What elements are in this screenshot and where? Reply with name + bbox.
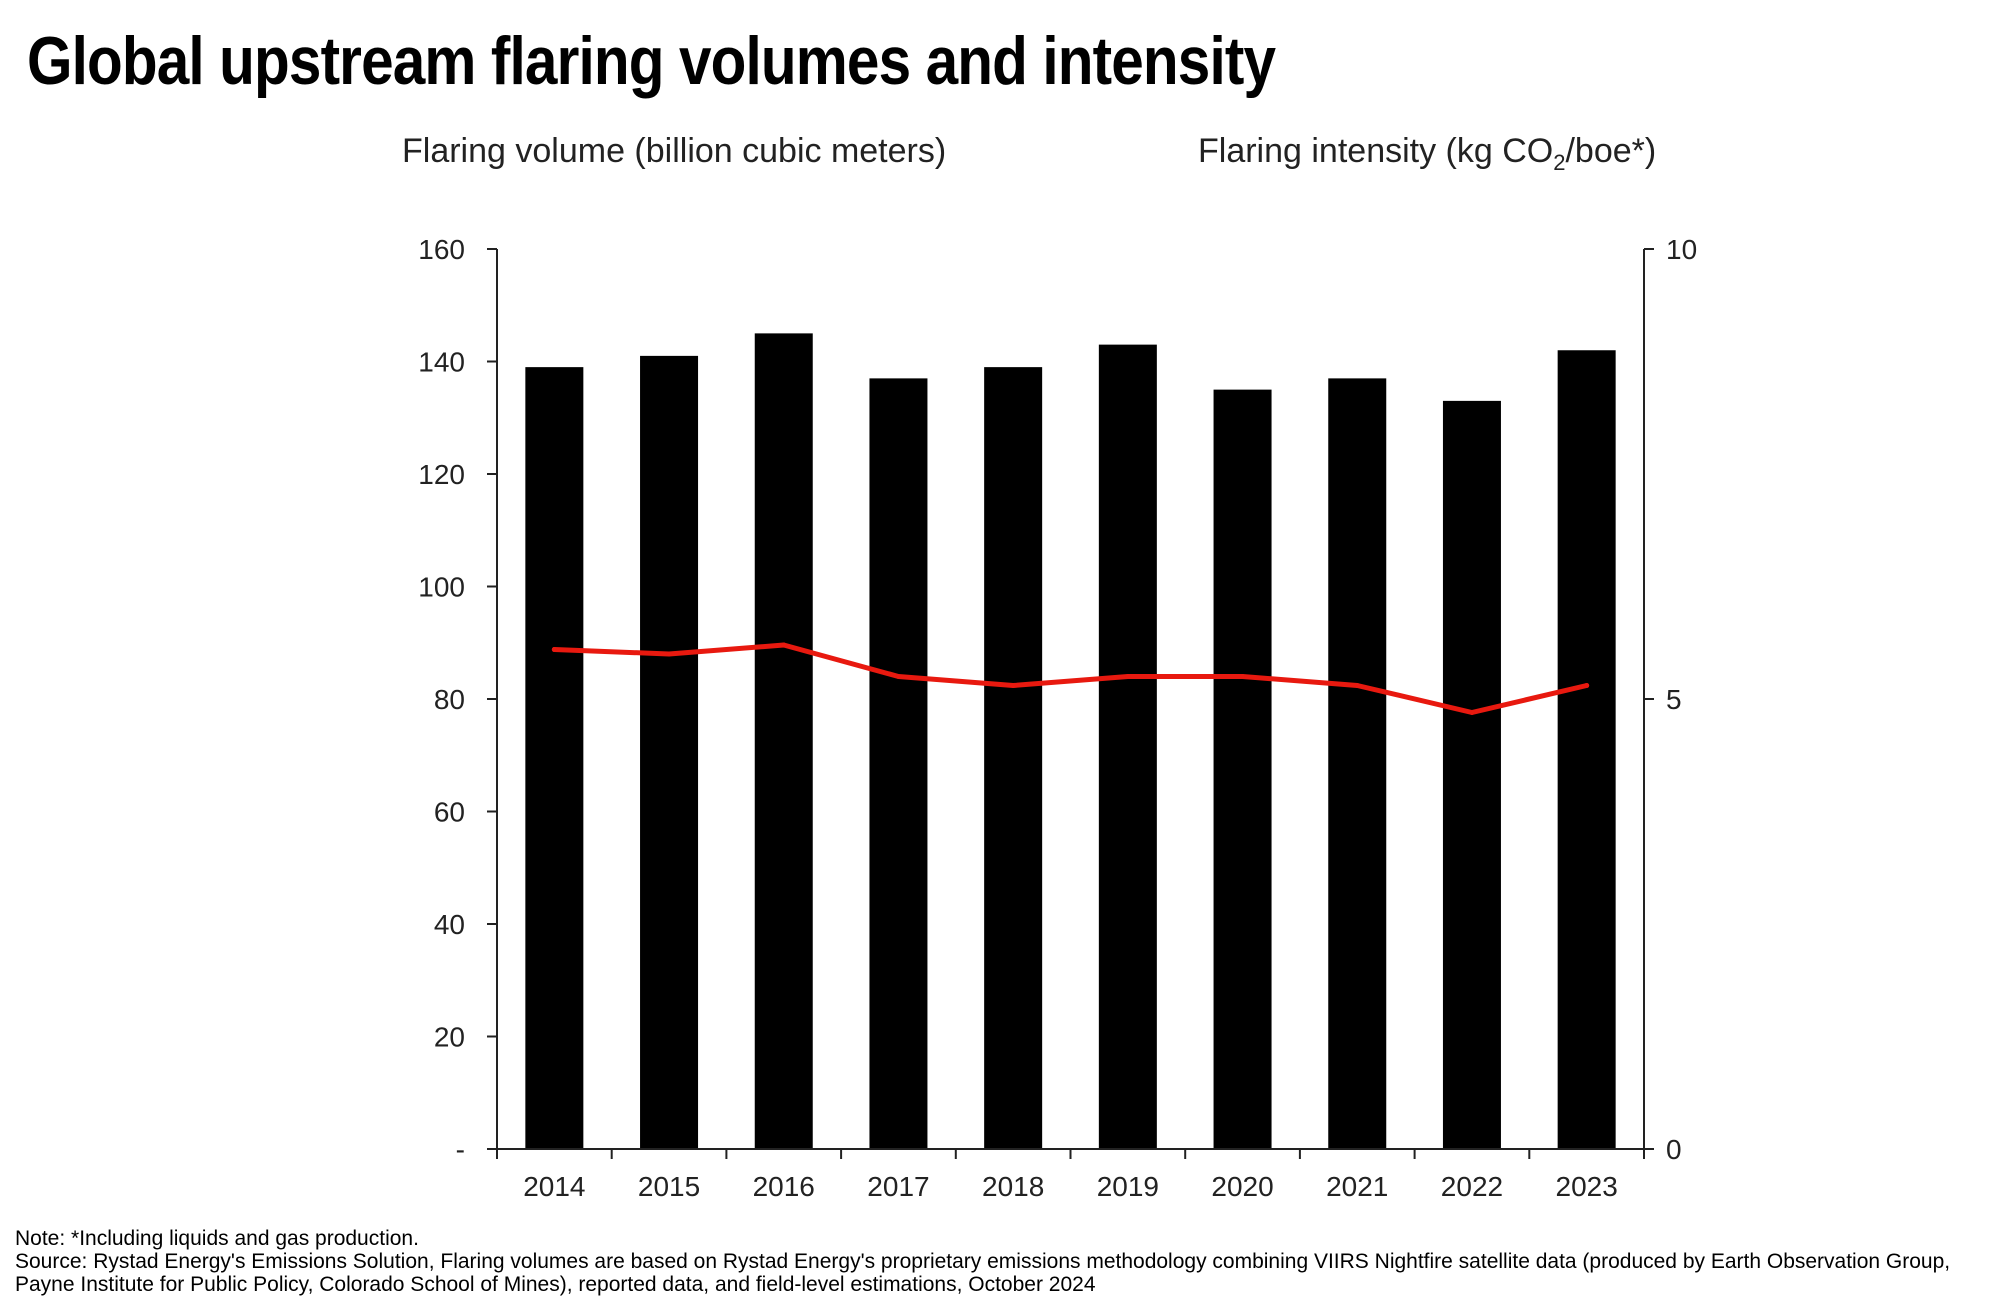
intensity-point-2016 [781,642,787,648]
intensity-point-2021 [1354,683,1360,688]
intensity-point-2014 [551,647,557,652]
bar-2019 [1098,344,1157,1149]
bar-2015 [640,355,699,1149]
left-tick-label: 60 [434,797,465,828]
left-tick-label: 100 [418,572,465,603]
chart: Flaring volume (billion cubic meters) Fl… [402,132,1697,1202]
intensity-point-2017 [895,674,901,679]
intensity-point-2018 [1010,683,1016,688]
bar-2020 [1213,389,1272,1149]
x-tick-label: 2014 [523,1171,585,1202]
x-tick-label: 2022 [1441,1171,1503,1202]
right-tick-label: 0 [1666,1134,1682,1165]
left-tick-label: 120 [418,459,465,490]
x-tick-label: 2019 [1097,1171,1159,1202]
bar-2021 [1328,378,1387,1149]
left-tick-label: 40 [434,909,465,940]
left-tick-label: 80 [434,684,465,715]
left-axis-title: Flaring volume (billion cubic meters) [402,132,946,170]
intensity-point-2023 [1584,683,1590,688]
intensity-point-2015 [666,651,672,657]
x-tick-label: 2015 [638,1171,700,1202]
x-tick-label: 2021 [1326,1171,1388,1202]
intensity-line [551,642,1590,715]
intensity-point-2019 [1125,674,1131,679]
intensity-point-2022 [1469,710,1475,715]
chart-notes: Note: *Including liquids and gas product… [15,1227,1990,1296]
x-tick-label: 2017 [867,1171,929,1202]
x-tick-label: 2018 [982,1171,1044,1202]
bar-2022 [1442,400,1501,1149]
source-note: Source: Rystad Energy's Emissions Soluti… [15,1250,1951,1296]
bar-2017 [869,378,928,1149]
bar-2016 [754,333,813,1149]
bar-2023 [1557,350,1616,1149]
x-tick-label: 2016 [753,1171,815,1202]
left-tick-label: 20 [434,1022,465,1053]
plot-area: - 20 40 60 80 100 120 140 160 0 5 10 2014 2015 2016 201… [418,234,1697,1202]
right-tick-label: 5 [1666,684,1682,715]
footnote: Note: *Including liquids and gas product… [15,1227,419,1250]
intensity-point-2020 [1240,674,1246,679]
bar-2014 [525,367,584,1149]
left-tick-label: - [456,1134,465,1165]
left-tick-label: 140 [418,347,465,378]
x-tick-label: 2023 [1556,1171,1618,1202]
right-axis-title: Flaring intensity (kg CO2/boe*) [1198,132,1656,175]
chart-title: Global upstream flaring volumes and inte… [27,23,1276,99]
left-tick-label: 160 [418,234,465,265]
right-tick-label: 10 [1666,234,1697,265]
bar-2018 [984,367,1043,1149]
x-tick-label: 2020 [1211,1171,1273,1202]
